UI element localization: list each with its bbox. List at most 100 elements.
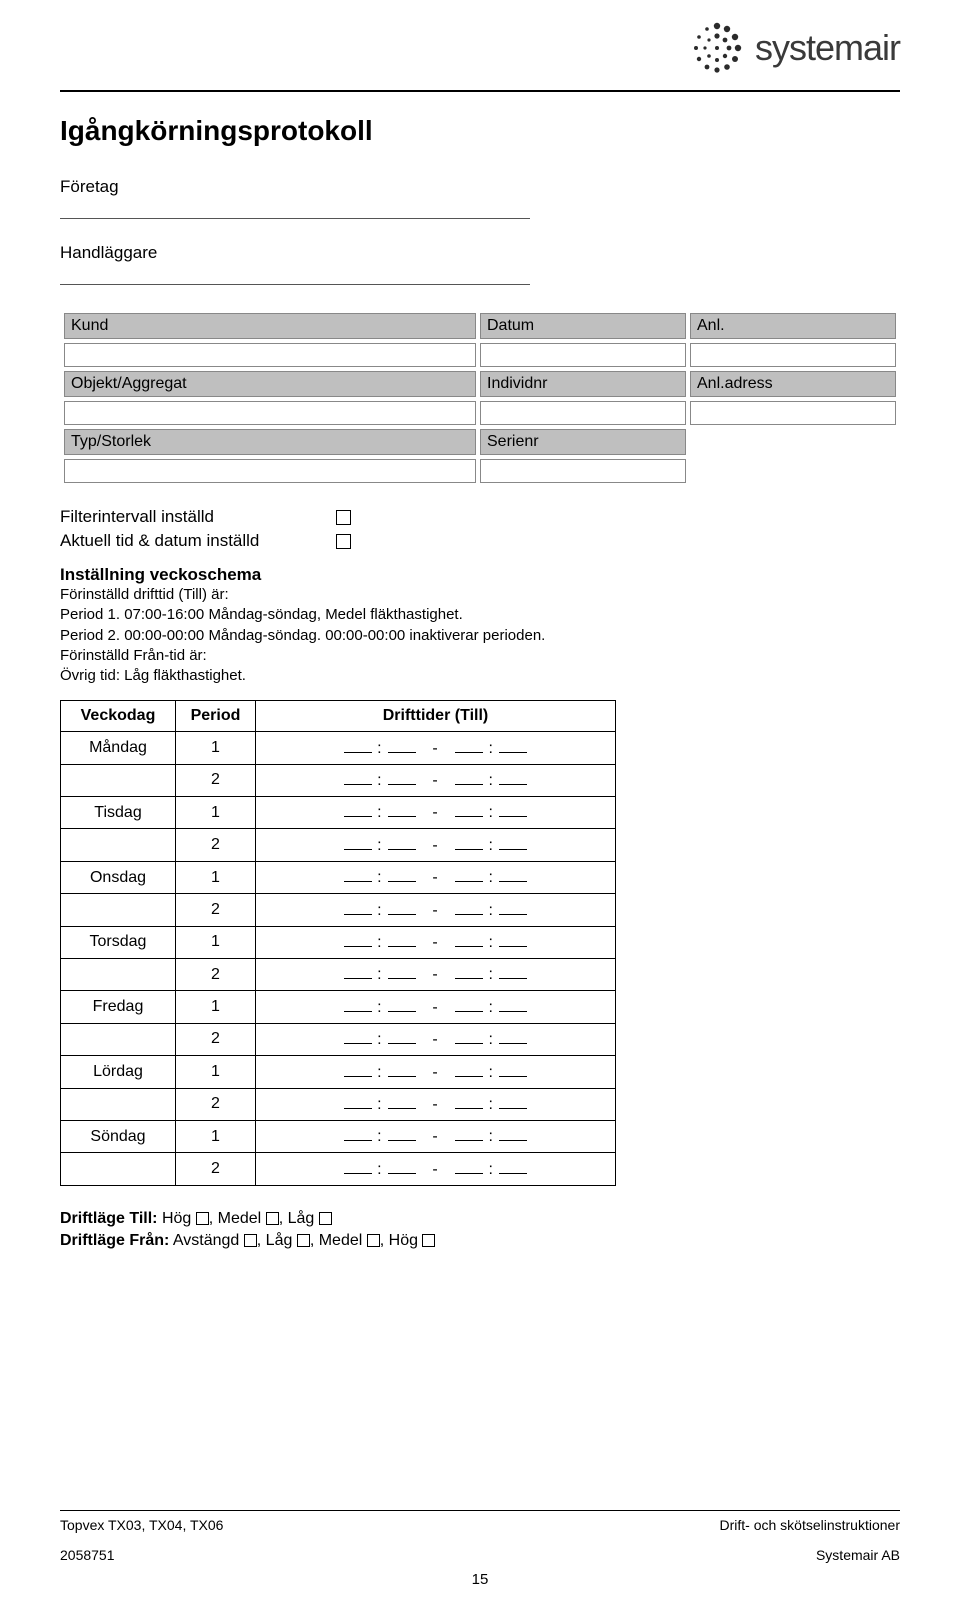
footer-left2: 2058751 (60, 1547, 115, 1563)
input-handler-line[interactable] (60, 265, 530, 285)
sched-time-input[interactable]: : - : (256, 764, 616, 796)
sched-time-input[interactable]: : - : (256, 861, 616, 893)
footer-left1: Topvex TX03, TX04, TX06 (60, 1517, 223, 1533)
sched-time-input[interactable]: : - : (256, 797, 616, 829)
sched-period: 2 (176, 829, 256, 861)
input-serienr[interactable] (480, 459, 686, 483)
sched-period: 1 (176, 797, 256, 829)
sched-hdr-day: Veckodag (61, 701, 176, 732)
sched-day: Torsdag (61, 926, 176, 958)
sched-time-input[interactable]: : - : (256, 829, 616, 861)
hdr-serienr: Serienr (480, 429, 686, 455)
sched-day-empty (61, 894, 176, 926)
mode-option: Hög (389, 1232, 418, 1249)
input-customer[interactable] (64, 343, 476, 367)
page-number: 15 (60, 1571, 900, 1588)
schedule-line2: Period 1. 07:00-16:00 Måndag-söndag, Med… (60, 605, 900, 625)
checkbox-filter[interactable] (336, 510, 351, 525)
mode-option: Låg (266, 1232, 293, 1249)
sched-period: 1 (176, 1056, 256, 1088)
mode-option: Hög (162, 1210, 191, 1227)
sched-day: Fredag (61, 991, 176, 1023)
mode-checkbox[interactable] (244, 1234, 257, 1247)
hdr-date: Datum (480, 313, 686, 339)
hdr-customer: Kund (64, 313, 476, 339)
sched-time-input[interactable]: : - : (256, 1153, 616, 1185)
mode-checkbox[interactable] (196, 1212, 209, 1225)
input-type[interactable] (64, 459, 476, 483)
sched-period: 1 (176, 926, 256, 958)
sched-period: 1 (176, 1120, 256, 1152)
hdr-anl: Anl. (690, 313, 896, 339)
header-rule (60, 90, 900, 92)
sched-day-empty (61, 1023, 176, 1055)
mode-option: Medel (218, 1210, 262, 1227)
brand-name: systemair (755, 27, 900, 69)
sched-time-input[interactable]: : - : (256, 1056, 616, 1088)
sched-period: 2 (176, 764, 256, 796)
sched-period: 1 (176, 991, 256, 1023)
hdr-type: Typ/Storlek (64, 429, 476, 455)
input-anl[interactable] (690, 343, 896, 367)
sched-time-input[interactable]: : - : (256, 894, 616, 926)
sched-day-empty (61, 764, 176, 796)
sched-time-input[interactable]: : - : (256, 1023, 616, 1055)
mode-checkbox[interactable] (319, 1212, 332, 1225)
sched-period: 2 (176, 1153, 256, 1185)
mode-fran-label: Driftläge Från: (60, 1232, 169, 1249)
page-footer: Topvex TX03, TX04, TX06 Drift- och sköts… (60, 1510, 900, 1588)
mode-checkbox[interactable] (422, 1234, 435, 1247)
mode-till: Driftläge Till: Hög , Medel , Låg (60, 1210, 900, 1228)
schedule-table: Veckodag Period Drifttider (Till) Måndag… (60, 700, 616, 1185)
brand-logo: systemair (689, 20, 900, 76)
schedule-heading: Inställning veckoschema (60, 565, 900, 585)
sched-day-empty (61, 1153, 176, 1185)
schedule-line4: Förinställd Från-tid är: (60, 646, 900, 666)
input-date[interactable] (480, 343, 686, 367)
input-individnr[interactable] (480, 401, 686, 425)
schedule-line5: Övrig tid: Låg fläkthastighet. (60, 666, 900, 686)
page-title: Igångkörningsprotokoll (60, 115, 900, 147)
sched-day-empty (61, 829, 176, 861)
mode-checkbox[interactable] (367, 1234, 380, 1247)
mode-option: Medel (319, 1232, 363, 1249)
mode-option: Avstängd (173, 1232, 239, 1249)
mode-fran: Driftläge Från: Avstängd , Låg , Medel ,… (60, 1232, 900, 1250)
sched-time-input[interactable]: : - : (256, 1088, 616, 1120)
label-filter-interval: Filterintervall inställd (60, 507, 320, 527)
input-anladdr[interactable] (690, 401, 896, 425)
sched-day: Måndag (61, 732, 176, 764)
footer-right1: Drift- och skötselinstruktioner (719, 1517, 900, 1533)
mode-checkbox[interactable] (266, 1212, 279, 1225)
label-handler: Handläggare (60, 243, 530, 263)
label-company: Företag (60, 177, 530, 197)
sched-period: 1 (176, 732, 256, 764)
sched-time-input[interactable]: : - : (256, 991, 616, 1023)
input-object[interactable] (64, 401, 476, 425)
sched-day: Lördag (61, 1056, 176, 1088)
sched-period: 2 (176, 1023, 256, 1055)
mode-option: Låg (288, 1210, 315, 1227)
input-company-line[interactable] (60, 199, 530, 219)
sched-day: Onsdag (61, 861, 176, 893)
mode-checkbox[interactable] (297, 1234, 310, 1247)
sched-day-empty (61, 1088, 176, 1120)
checkbox-datetime[interactable] (336, 534, 351, 549)
sched-time-input[interactable]: : - : (256, 926, 616, 958)
schedule-line3: Period 2. 00:00-00:00 Måndag-söndag. 00:… (60, 626, 900, 646)
sched-time-input[interactable]: : - : (256, 732, 616, 764)
sched-period: 2 (176, 958, 256, 990)
mode-till-label: Driftläge Till: (60, 1210, 158, 1227)
footer-right2: Systemair AB (816, 1547, 900, 1563)
sched-period: 2 (176, 894, 256, 926)
sched-day: Tisdag (61, 797, 176, 829)
sched-time-input[interactable]: : - : (256, 1120, 616, 1152)
sched-day-empty (61, 958, 176, 990)
sched-period: 2 (176, 1088, 256, 1120)
schedule-line1: Förinställd drifttid (Till) är: (60, 585, 900, 605)
sched-time-input[interactable]: : - : (256, 958, 616, 990)
label-datetime-set: Aktuell tid & datum inställd (60, 531, 320, 551)
info-table: Kund Datum Anl. Objekt/Aggregat Individn… (60, 309, 900, 487)
sched-period: 1 (176, 861, 256, 893)
sched-hdr-period: Period (176, 701, 256, 732)
